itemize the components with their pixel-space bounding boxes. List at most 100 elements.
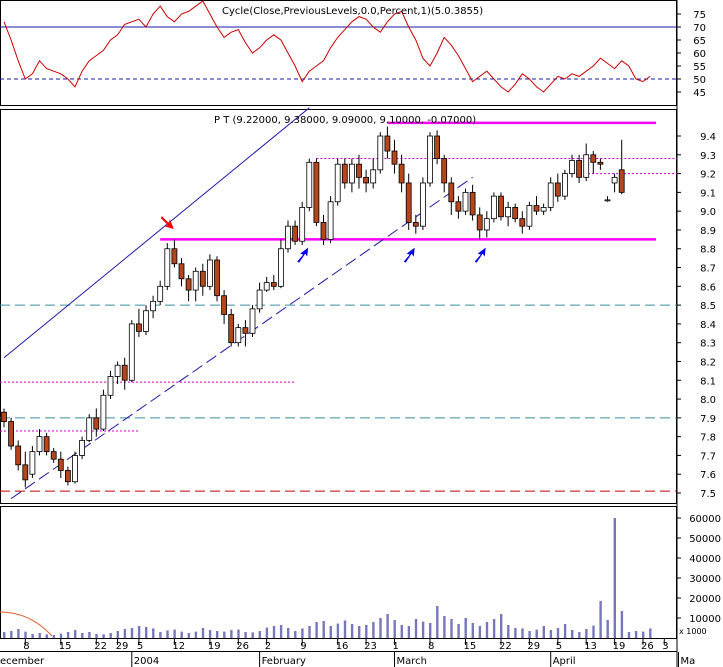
volume-bar (358, 626, 361, 638)
date-tick-label: 3 (662, 641, 668, 652)
price-tick-label: 8.6 (700, 282, 716, 293)
month-label: ecember (0, 656, 45, 667)
candle-body (398, 163, 405, 184)
volume-bar (414, 619, 418, 638)
volume-tick-label: 60000 (689, 514, 721, 525)
date-tick-label: 29 (527, 641, 540, 652)
candle-body (505, 206, 512, 218)
candle-body (143, 310, 149, 332)
date-tick-label: 16 (336, 641, 349, 652)
volume-curve (0, 611, 53, 637)
volume-bar (400, 625, 403, 638)
volume-bar (606, 620, 609, 638)
candle-body (462, 191, 469, 212)
date-tick-label: 26 (236, 641, 249, 652)
candle-body (50, 451, 57, 460)
volume-bar (571, 630, 574, 638)
candle-body (22, 464, 29, 481)
volume-bar (230, 630, 233, 638)
oscillator-tick-label: 65 (693, 36, 706, 47)
oscillator-layer: 75 70 65 60 55 50 45 (0, 0, 706, 99)
candle-body (86, 417, 93, 441)
candle-body (72, 455, 78, 483)
candle-body (604, 199, 611, 202)
candle-body (441, 158, 448, 184)
volume-bar (102, 634, 105, 638)
price-tick-label: 8.1 (700, 376, 716, 387)
volume-bar (343, 620, 347, 638)
candle-body (363, 176, 370, 184)
volume-bar (81, 633, 84, 638)
blue-arrow-marker (474, 247, 486, 263)
volume-bar (627, 632, 631, 638)
price-tick-label: 9.2 (700, 170, 716, 181)
axis-labels: 9.4 9.3 9.2 9.1 9.0 8.9 8.8 8.7 8.6 8.5 8.4 8.3 8.2 8… (0, 132, 721, 667)
date-tick-label: 23 (364, 641, 377, 652)
candle-body (178, 263, 185, 280)
oscillator-header: Cycle(Close,PreviousLevels,0.0,Percent,1… (222, 6, 483, 17)
volume-bar (88, 632, 91, 638)
month-label: 2004 (134, 656, 159, 667)
volume-bar (521, 628, 524, 638)
candle-body (313, 161, 320, 223)
volume-bar (251, 632, 254, 638)
candle-body (597, 161, 604, 165)
volume-bar (649, 628, 652, 638)
month-label: February (262, 656, 306, 667)
volume-bar (421, 621, 425, 638)
price-tick-label: 8.3 (700, 339, 716, 350)
volume-bar (492, 619, 496, 638)
volume-bar (287, 628, 290, 638)
candle-body (36, 436, 43, 453)
volume-bar (336, 623, 340, 638)
candle-body (292, 225, 299, 242)
candle-body (519, 218, 526, 227)
candle-body (483, 218, 490, 231)
date-tick-label: 15 (464, 641, 477, 652)
volume-bar (237, 629, 240, 638)
candle-body (391, 150, 398, 165)
date-tick-label: 5 (137, 641, 143, 652)
volume-bar (272, 626, 276, 638)
volume-bar (528, 631, 531, 638)
candle-body (498, 195, 504, 218)
price-tick-label: 7.9 (700, 414, 716, 425)
volume-bar (66, 632, 70, 638)
candle-body (547, 182, 554, 208)
candle-body (235, 327, 242, 344)
candle-body (57, 458, 64, 471)
volume-bar (208, 630, 212, 638)
candle-body (412, 222, 419, 227)
price-tick-label: 8.0 (700, 395, 716, 406)
volume-bar (642, 631, 645, 638)
candle-body (405, 182, 412, 223)
candle-body (341, 163, 348, 184)
candle-body (93, 417, 100, 430)
volume-bar (166, 630, 169, 638)
oscillator-line (3, 0, 651, 93)
candle-body (348, 163, 355, 184)
oscillator-tick-label: 55 (693, 62, 706, 73)
volume-bar (52, 635, 56, 638)
volume-bar (38, 633, 41, 638)
month-label: Ma (681, 656, 696, 667)
candle-body (29, 451, 36, 475)
volume-bar (308, 626, 311, 638)
price-tick-label: 8.9 (700, 226, 716, 237)
volume-bar (542, 626, 545, 638)
volume-bar (429, 623, 432, 638)
candle-body (164, 248, 171, 287)
candle-body (455, 201, 462, 212)
volume-bar (216, 631, 219, 638)
candle-body (242, 327, 249, 334)
volume-tick-label: 50000 (689, 534, 721, 545)
volume-bar (137, 626, 141, 638)
candle-body (434, 135, 441, 159)
candle-body (277, 248, 284, 287)
oscillator-tick-label: 50 (693, 75, 706, 86)
price-tick-label: 8.5 (700, 301, 716, 312)
price-tick-label: 9.4 (700, 132, 716, 143)
volume-bar (563, 624, 567, 638)
price-header: P T (9.22000, 9.38000, 9.09000, 9.10000,… (214, 115, 476, 126)
